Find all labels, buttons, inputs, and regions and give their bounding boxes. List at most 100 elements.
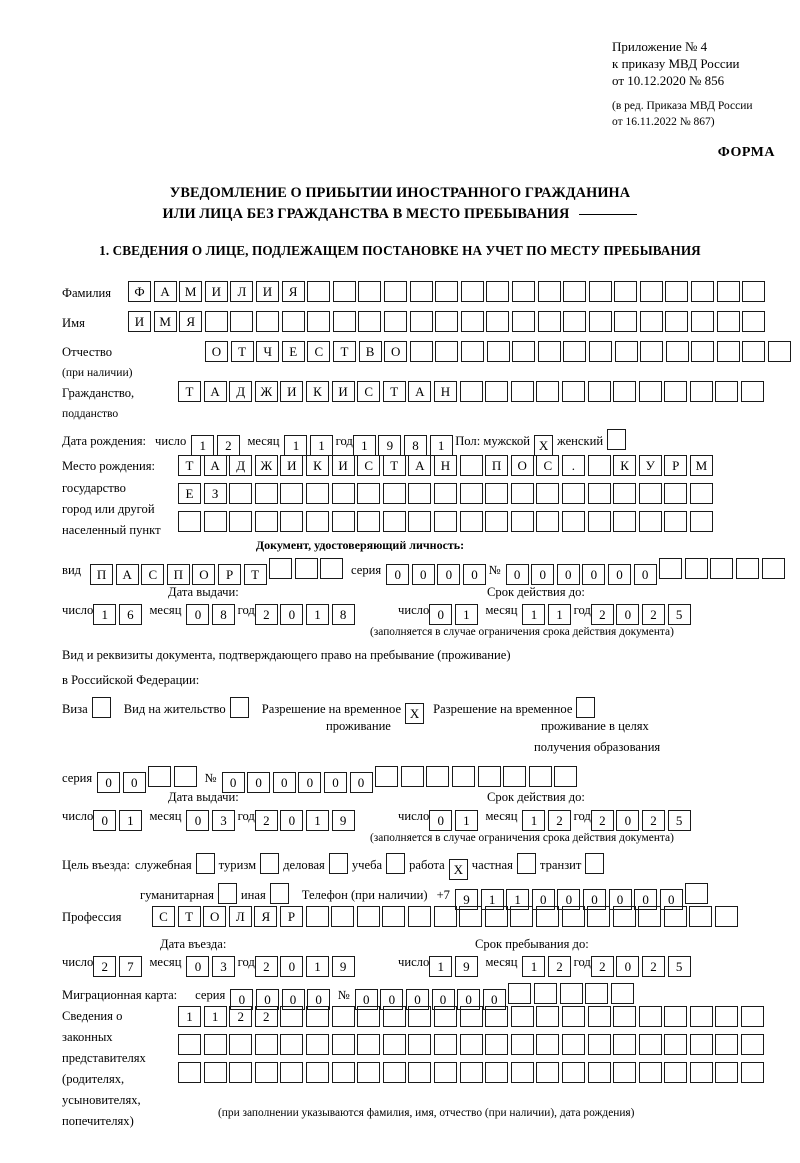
char-cell[interactable] [537, 281, 561, 302]
char-cell[interactable] [691, 311, 715, 332]
char-cell[interactable]: 2 [590, 956, 614, 977]
char-cell[interactable]: 0 [582, 889, 606, 910]
char-cell[interactable]: М [179, 281, 203, 302]
char-cell[interactable]: 0 [431, 989, 455, 1010]
char-cell[interactable] [280, 511, 304, 532]
char-cell[interactable]: 1 [310, 435, 334, 456]
char-cell[interactable] [614, 311, 638, 332]
char-cell[interactable]: И [255, 281, 279, 302]
char-cell[interactable] [459, 1062, 483, 1083]
char-cell[interactable]: С [536, 455, 560, 476]
char-cell[interactable]: 0 [457, 989, 481, 1010]
char-cell[interactable] [459, 381, 483, 402]
char-cell[interactable]: 5 [667, 956, 691, 977]
char-cell[interactable] [716, 341, 740, 362]
char-cell[interactable] [639, 281, 663, 302]
char-cell[interactable]: Д [229, 381, 253, 402]
char-cell[interactable]: 0 [280, 810, 304, 831]
char-cell[interactable] [561, 1062, 585, 1083]
char-cell[interactable]: 0 [405, 989, 429, 1010]
char-cell[interactable] [587, 1006, 611, 1027]
char-cell[interactable] [640, 341, 664, 362]
char-cell[interactable]: И [204, 281, 228, 302]
char-cell[interactable] [460, 341, 484, 362]
char-cell[interactable]: 2 [254, 1006, 278, 1027]
char-cell[interactable] [485, 511, 509, 532]
char-cell[interactable]: С [152, 906, 175, 927]
char-cell[interactable]: 0 [608, 889, 632, 910]
char-cell[interactable] [587, 455, 611, 476]
char-cell[interactable]: . [561, 455, 585, 476]
char-cell[interactable]: 2 [548, 810, 572, 831]
char-cell[interactable]: 0 [482, 989, 506, 1010]
char-cell[interactable] [613, 1006, 637, 1027]
char-cell[interactable]: А [153, 281, 177, 302]
char-cell[interactable] [664, 511, 688, 532]
char-cell[interactable] [587, 511, 611, 532]
char-cell[interactable]: 9 [378, 435, 402, 456]
purpose-option2-checkbox-1[interactable] [269, 883, 289, 904]
char-cell[interactable]: А [203, 455, 227, 476]
char-cell[interactable] [382, 1062, 406, 1083]
char-cell[interactable]: К [305, 381, 329, 402]
char-cell[interactable]: Т [178, 381, 201, 402]
char-cell[interactable] [511, 311, 535, 332]
char-cell[interactable]: 0 [616, 604, 640, 625]
char-cell[interactable] [485, 1034, 509, 1055]
char-cell[interactable] [485, 1006, 509, 1027]
char-cell[interactable]: 0 [354, 989, 378, 1010]
char-cell[interactable] [742, 341, 766, 362]
char-cell[interactable] [536, 511, 560, 532]
char-cell[interactable] [375, 766, 399, 787]
char-cell[interactable] [510, 483, 534, 504]
char-cell[interactable] [587, 1034, 611, 1055]
char-cell[interactable]: 0 [634, 889, 658, 910]
char-cell[interactable] [742, 281, 766, 302]
purpose-option-checkbox-0[interactable] [195, 853, 215, 874]
char-cell[interactable]: 9 [331, 956, 355, 977]
char-cell[interactable]: Н [433, 455, 457, 476]
sex-male-checkbox[interactable]: X [534, 435, 554, 456]
char-cell[interactable] [280, 1062, 304, 1083]
birthplace-row-3-cells[interactable] [178, 511, 715, 532]
char-cell[interactable] [433, 1006, 457, 1027]
char-cell[interactable] [741, 1034, 765, 1055]
char-cell[interactable] [485, 1062, 509, 1083]
char-cell[interactable] [486, 281, 510, 302]
char-cell[interactable] [716, 281, 740, 302]
char-cell[interactable]: 1 [178, 1006, 201, 1027]
char-cell[interactable] [254, 483, 278, 504]
char-cell[interactable]: 0 [323, 772, 347, 793]
char-cell[interactable]: Я [281, 281, 305, 302]
char-cell[interactable] [614, 281, 638, 302]
char-cell[interactable] [715, 1006, 739, 1027]
char-cell[interactable]: 1 [454, 810, 478, 831]
char-cell[interactable]: И [331, 381, 355, 402]
char-cell[interactable]: М [153, 311, 177, 332]
char-cell[interactable] [332, 281, 356, 302]
char-cell[interactable] [382, 511, 406, 532]
char-cell[interactable]: 1 [306, 604, 330, 625]
char-cell[interactable] [563, 311, 587, 332]
char-cell[interactable]: 2 [254, 604, 278, 625]
char-cell[interactable]: 0 [616, 956, 640, 977]
char-cell[interactable]: 2 [548, 956, 572, 977]
char-cell[interactable] [433, 1062, 457, 1083]
char-cell[interactable]: 7 [118, 956, 142, 977]
char-cell[interactable] [610, 983, 634, 1004]
char-cell[interactable] [204, 311, 228, 332]
char-cell[interactable]: 0 [186, 956, 210, 977]
char-cell[interactable] [535, 906, 559, 927]
